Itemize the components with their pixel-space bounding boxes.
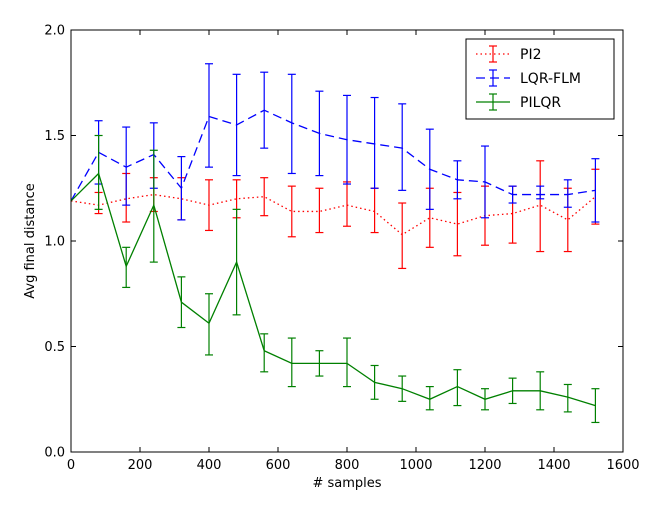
series-lqr-flm [70,63,600,223]
y-tick-label: 1.5 [44,129,65,144]
x-tick-label: 600 [266,458,291,473]
x-tick-label: 1200 [468,458,501,473]
series-line-lqr-flm [70,109,596,202]
plot-area [70,63,600,424]
series-pi2 [70,160,600,270]
y-axis-label: Avg final distance [23,183,38,298]
y-tick-label: 1.0 [44,235,65,250]
x-tick-label: 1600 [606,458,639,473]
series-pilqr [70,134,600,424]
legend-box [465,38,615,120]
x-axis-label: # samples [312,476,381,491]
x-tick-label: 1000 [399,458,432,473]
x-tick-label: 0 [67,458,75,473]
x-tick-label: 400 [197,458,222,473]
legend-label-pi2: PI2 [520,47,541,63]
series-line-pilqr [70,172,596,407]
y-tick-label: 2.0 [44,24,65,39]
legend-label-lqr-flm: LQR-FLM [520,71,581,87]
legend-label-pilqr: PILQR [520,95,561,111]
axis-ticks: 0 200 400 600 800 1000 1200 1400 1600 0.0 0.5 1.0 1.… [44,24,639,474]
x-tick-label: 200 [128,458,153,473]
x-tick-label: 1400 [537,458,570,473]
x-tick-label: 800 [335,458,360,473]
legend: PI2 LQR-FLM PILQR [465,38,615,120]
y-tick-label: 0.5 [44,340,65,355]
y-tick-label: 0.0 [44,446,65,461]
